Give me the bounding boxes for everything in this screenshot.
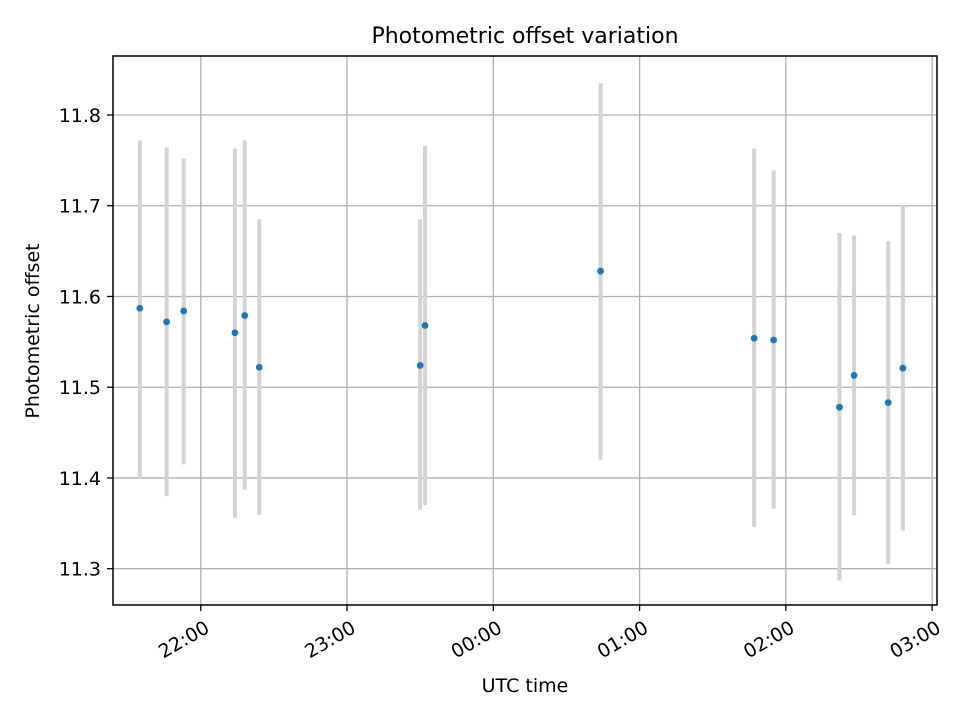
grid-lines	[113, 56, 937, 605]
data-point	[231, 329, 239, 337]
data-point	[884, 399, 892, 407]
y-axis-ticks: 11.3 11.4 11.5 11.6 11.7 11.8	[59, 105, 113, 581]
data-point	[597, 267, 604, 275]
data-point	[899, 364, 907, 372]
data-point	[770, 336, 778, 344]
data-point	[255, 363, 263, 371]
data-point	[163, 318, 171, 326]
x-axis-label: UTC time	[482, 675, 569, 697]
data-point	[836, 403, 843, 411]
data-point	[136, 304, 144, 312]
y-tick-label: 11.8	[59, 105, 101, 127]
data-point	[241, 312, 249, 319]
y-tick-label: 11.3	[59, 559, 101, 581]
data-point	[750, 334, 758, 342]
data-point	[180, 307, 188, 315]
data-points	[136, 267, 907, 411]
y-tick-label: 11.5	[59, 377, 101, 399]
chart-title: Photometric offset variation	[371, 24, 678, 49]
y-tick-label: 11.7	[59, 196, 101, 218]
y-tick-label: 11.4	[59, 468, 101, 490]
data-point	[850, 372, 858, 379]
y-tick-label: 11.6	[59, 286, 101, 308]
y-axis-label: Photometric offset	[22, 243, 44, 418]
plot-area-frame	[112, 55, 938, 606]
data-point	[416, 362, 424, 369]
data-point	[421, 322, 429, 329]
